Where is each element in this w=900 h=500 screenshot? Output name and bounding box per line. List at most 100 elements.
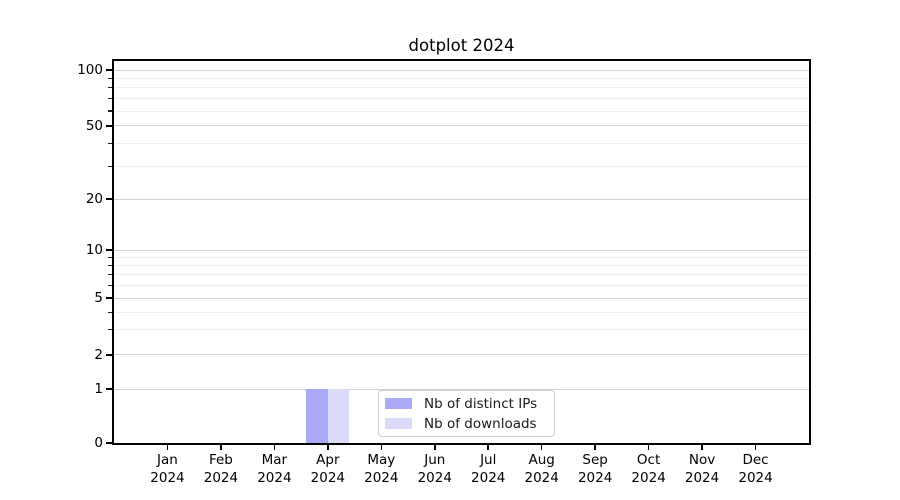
x-tick-label-year: 2024 [203,469,239,486]
x-tick-label-month: Sep [582,452,608,468]
gridline-minor [114,98,809,100]
x-tick-label-year: 2024 [471,469,506,486]
y-minor-tick [108,143,112,145]
gridline-major [114,198,809,200]
x-tick-label-month: Dec [742,452,769,468]
x-tick-label-year: 2024 [577,469,613,486]
x-tick [647,445,650,450]
x-tick-label: Dec 2024 [738,452,772,487]
x-tick-label-month: Nov [688,452,716,468]
x-tick-label: Nov 2024 [685,452,719,487]
x-tick [754,445,757,450]
bar-nb-of-downloads [327,389,350,443]
x-tick-label: Feb 2024 [204,452,238,487]
x-tick-label-month: Jan [157,452,178,468]
x-tick [433,445,436,450]
gridline-minor [114,274,809,276]
y-tick-label: 20 [85,191,103,208]
x-tick-label-month: Feb [208,452,233,468]
gridline-minor [114,311,809,313]
x-tick-label-month: Apr [316,452,340,468]
gridline-minor [114,285,809,287]
y-tick-label: 2 [94,346,103,363]
y-tick-label: 10 [85,242,103,258]
y-minor-tick [108,311,112,313]
y-tick [105,354,112,356]
x-tick-label-month: May [367,452,396,468]
plot-area [112,59,811,445]
legend-label-downloads: Nb of downloads [424,415,537,432]
y-tick [105,124,112,127]
gridline-minor [114,166,809,168]
grid-layer [114,61,809,443]
y-tick-label: 100 [77,62,103,78]
x-tick-label-year: 2024 [257,469,292,486]
bar-layer [114,61,809,443]
x-tick-label-year: 2024 [631,469,666,486]
y-minor-tick [108,77,112,80]
gridline-minor [114,87,809,89]
gridline-minor [114,264,809,266]
legend: Nb of distinct IPs Nb of downloads [378,390,555,437]
gridline-minor [114,78,809,80]
chart-title: dotplot 2024 [408,36,515,55]
x-tick [327,445,329,450]
gridline-minor [114,143,809,145]
gridline-minor [114,329,809,331]
x-tick [220,445,222,450]
y-minor-tick [108,87,112,89]
x-tick-label-month: Aug [528,452,555,468]
legend-item-downloads: Nb of downloads [385,416,554,432]
bar-nb-of-distinct-ips [306,389,328,443]
x-tick [594,445,596,450]
gridline-major [114,354,809,356]
legend-item-distinct-ips: Nb of distinct IPs [385,396,554,412]
x-tick-label-year: 2024 [150,469,185,486]
y-tick [105,198,112,200]
x-tick [273,445,276,450]
y-tick-label: 0 [94,435,103,451]
x-tick-label: Apr 2024 [311,452,345,487]
x-tick [487,445,490,450]
x-tick-label: Jul 2024 [471,452,505,487]
x-tick-label-year: 2024 [417,469,452,486]
gridline-minor [114,256,809,258]
x-tick [540,445,543,450]
y-minor-tick [108,166,112,168]
x-tick-label: Sep 2024 [578,452,612,487]
x-tick-label: Jun 2024 [418,452,452,487]
y-tick [105,249,112,251]
y-minor-tick [108,329,112,331]
x-tick-label-month: Oct [636,452,661,468]
y-tick [105,69,112,71]
gridline-major [114,69,809,71]
y-tick-label: 1 [94,381,103,398]
y-tick [105,442,112,444]
gridline-major [114,297,809,299]
x-tick-label-month: Mar [261,452,288,468]
y-tick [105,297,112,300]
y-minor-tick [108,285,112,287]
x-tick-label: Mar 2024 [257,452,291,487]
y-minor-tick [108,256,112,258]
x-tick-label: Jan 2024 [150,452,184,487]
x-tick-label: Oct 2024 [631,452,665,487]
x-tick-label: Aug 2024 [525,452,559,487]
x-tick-label-year: 2024 [684,469,720,486]
x-tick-label: May 2024 [364,452,398,487]
y-minor-tick [108,98,112,100]
y-tick [105,388,112,391]
legend-swatch-distinct-ips [385,398,412,409]
x-tick-label-year: 2024 [310,469,346,486]
x-tick [166,445,169,450]
gridline-minor [114,110,809,112]
gridline-major [114,388,809,390]
y-minor-tick [108,274,112,276]
x-tick-label-month: Jun [424,452,446,468]
y-minor-tick [108,110,112,112]
legend-label-distinct-ips: Nb of distinct IPs [424,395,538,412]
x-tick [701,445,703,450]
y-minor-tick [108,264,112,267]
x-tick-label-year: 2024 [364,469,399,486]
